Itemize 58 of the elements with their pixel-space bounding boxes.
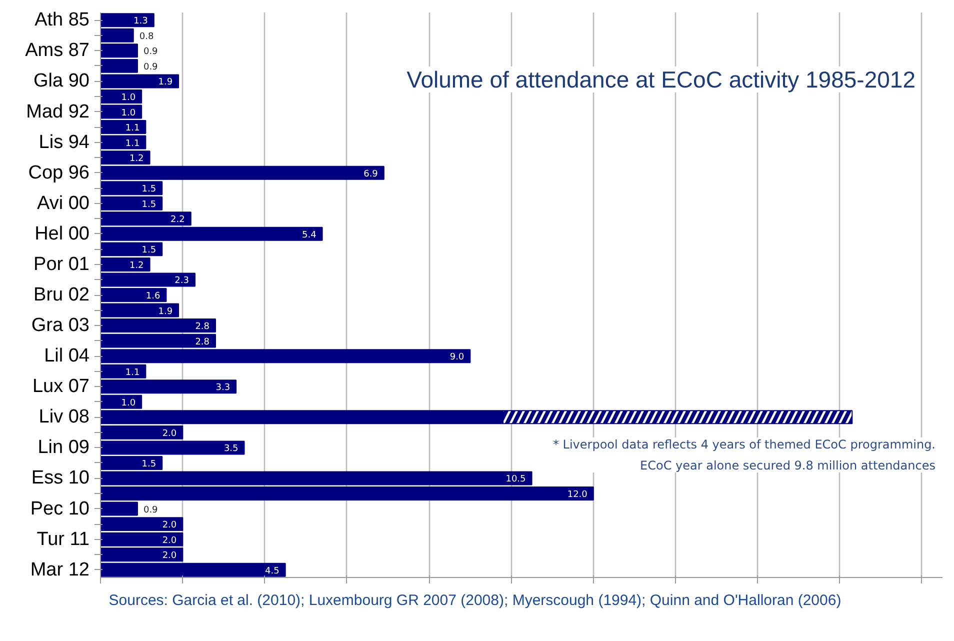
data-label: 2.2 — [170, 215, 185, 226]
data-label: 1.0 — [121, 92, 136, 103]
data-label: 0.9 — [143, 505, 158, 516]
y-tick-label: Lil 04 — [44, 346, 90, 367]
y-tick-label: Mad 92 — [26, 101, 90, 122]
data-label: 1.0 — [121, 108, 136, 118]
y-tick-label: Avi 00 — [37, 192, 90, 214]
data-label: 1.5 — [142, 459, 156, 470]
y-tick-label: Ams 87 — [25, 40, 90, 62]
y-tick-label: Pec 10 — [30, 498, 90, 520]
y-tick-label: Por 01 — [34, 254, 90, 275]
y-tick-label: Lux 07 — [32, 376, 90, 398]
data-label: 2.0 — [162, 428, 177, 439]
data-label: 1.5 — [142, 246, 156, 256]
data-label: 0.9 — [143, 62, 158, 72]
data-label: 6.9 — [364, 169, 378, 180]
data-label: 3.5 — [224, 444, 238, 454]
data-label: 1.0 — [121, 398, 136, 408]
data-label: 2.8 — [195, 337, 210, 348]
data-label: 3.3 — [216, 383, 230, 394]
data-label: 2.0 — [162, 520, 177, 531]
data-label: 9.0 — [450, 352, 464, 363]
y-tick-label: Ath 85 — [34, 10, 90, 31]
data-label: 1.3 — [134, 16, 148, 27]
annotation: * Liverpool data reflects 4 years of themed ECoC programming. ECoC year alone secured 9.8 million attendances — [552, 438, 936, 472]
data-label: 1.2 — [129, 154, 144, 164]
data-label: 1.6 — [146, 292, 160, 302]
y-tick-label: Liv 08 — [38, 406, 90, 428]
y-tick-label: Tur 11 — [36, 528, 90, 550]
data-label: 0.8 — [139, 32, 154, 42]
y-tick-label: Lin 09 — [38, 437, 90, 458]
source-note: Sources: Garcia et al. (2010); Luxembourg GR 2007 (2008); Myerscough (1994); Quinn and O'Halloran (2006) — [108, 591, 842, 611]
data-label: 1.9 — [158, 78, 173, 88]
y-tick-label: Bru 02 — [34, 284, 90, 306]
data-label: 1.1 — [125, 368, 140, 378]
y-tick-label: Ess 10 — [31, 468, 90, 489]
data-label: 5.4 — [302, 230, 317, 240]
data-label: 2.8 — [195, 322, 210, 332]
data-label: 10.5 — [506, 474, 526, 485]
text: Volume of attendance at ECoC activity 1985-2012 — [406, 66, 916, 92]
y-tick-label: Cop 96 — [28, 162, 90, 184]
y-tick-label: Hel 00 — [34, 223, 90, 244]
data-label: 1.2 — [129, 260, 144, 271]
data-label: 4.5 — [265, 566, 280, 576]
data-label: 0.9 — [143, 47, 158, 58]
data-label: 1.1 — [125, 124, 140, 134]
data-label: 1.5 — [142, 184, 156, 195]
data-label: 1.5 — [142, 200, 156, 210]
y-tick-label: Gra 03 — [31, 315, 90, 336]
data-label: 2.0 — [162, 536, 177, 546]
y-tick-label: Lis 94 — [38, 132, 90, 153]
data-label: 1.1 — [125, 138, 140, 149]
data-label: 12.0 — [567, 490, 588, 500]
y-tick-label: Gla 90 — [34, 70, 90, 92]
data-label: 2.3 — [174, 276, 189, 286]
data-label: 2.0 — [162, 551, 177, 562]
y-tick-label: Mar 12 — [30, 559, 90, 580]
data-label: 1.9 — [158, 306, 173, 317]
